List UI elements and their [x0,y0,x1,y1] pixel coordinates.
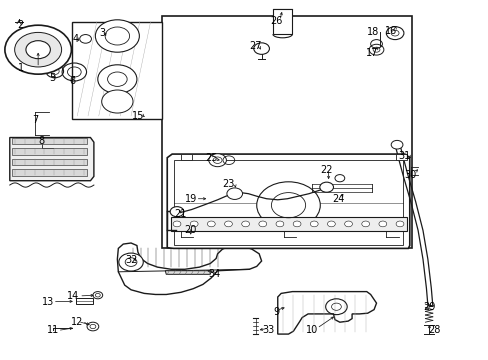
Circle shape [5,25,71,74]
Circle shape [173,221,181,227]
Text: 6: 6 [69,76,75,86]
Text: 8: 8 [39,136,44,146]
Circle shape [95,20,139,52]
Circle shape [241,221,249,227]
Circle shape [258,221,266,227]
Circle shape [170,207,183,217]
Text: 10: 10 [305,325,318,336]
Text: 32: 32 [124,255,137,265]
Text: 28: 28 [427,325,440,336]
Circle shape [310,221,318,227]
Text: 13: 13 [41,297,54,307]
Polygon shape [72,22,162,119]
Circle shape [293,221,301,227]
Text: 30: 30 [404,170,416,180]
Polygon shape [171,217,406,231]
Text: 12: 12 [71,317,83,327]
Text: 22: 22 [320,165,332,175]
Bar [272,9,292,34]
Circle shape [395,221,403,227]
Circle shape [327,221,335,227]
Text: 24: 24 [331,194,344,204]
Text: 2: 2 [18,20,23,30]
Text: 19: 19 [184,194,197,204]
Text: 5: 5 [50,73,56,84]
Circle shape [334,175,344,182]
Circle shape [102,90,133,113]
Text: 15: 15 [131,111,144,121]
Polygon shape [117,243,261,294]
Text: 29: 29 [422,302,435,312]
Text: 4: 4 [73,33,79,44]
Circle shape [15,32,61,67]
Text: 1: 1 [18,63,23,73]
Circle shape [224,221,232,227]
Polygon shape [12,159,87,165]
Circle shape [319,182,333,192]
Bar [181,154,191,160]
Text: 21: 21 [173,209,186,219]
Text: 34: 34 [207,269,220,279]
Circle shape [207,221,215,227]
Circle shape [98,65,137,94]
Text: 14: 14 [67,291,80,301]
Text: 17: 17 [366,48,378,58]
Circle shape [253,43,269,54]
Circle shape [190,221,198,227]
Circle shape [344,221,352,227]
Text: 9: 9 [273,307,279,318]
Text: 27: 27 [248,41,261,51]
Text: 23: 23 [222,179,235,189]
Circle shape [26,41,50,59]
Text: 26: 26 [269,16,282,26]
Text: 20: 20 [184,225,197,235]
Circle shape [208,154,226,167]
Circle shape [119,253,143,271]
Circle shape [378,221,386,227]
Polygon shape [12,148,87,154]
Polygon shape [12,138,87,144]
Circle shape [361,221,369,227]
Text: 31: 31 [398,150,410,161]
Polygon shape [167,154,409,248]
Text: 33: 33 [261,325,274,336]
Polygon shape [165,271,211,274]
Text: 11: 11 [46,325,59,336]
Circle shape [226,188,242,199]
Text: 25: 25 [204,153,217,163]
Circle shape [390,140,402,149]
Polygon shape [277,292,376,334]
Polygon shape [12,169,87,176]
Polygon shape [10,138,94,181]
Circle shape [256,182,320,229]
Bar [395,154,406,160]
Circle shape [275,221,283,227]
Text: 3: 3 [100,28,105,38]
Text: 18: 18 [366,27,378,37]
Text: 7: 7 [32,114,38,125]
Bar [162,16,411,248]
Text: 16: 16 [384,26,397,36]
